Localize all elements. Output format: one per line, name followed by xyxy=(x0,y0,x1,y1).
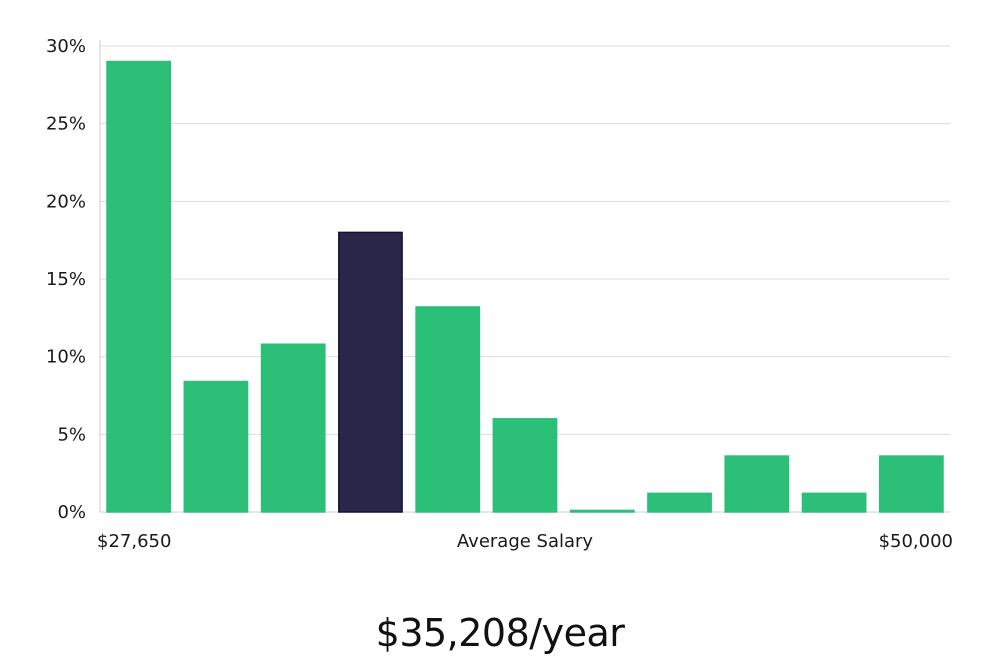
bar xyxy=(260,343,326,513)
bar xyxy=(878,455,944,513)
y-tick-label: 0% xyxy=(57,502,86,523)
bar-highlight xyxy=(338,231,403,513)
bar xyxy=(183,380,249,513)
x-start-label: $27,650 xyxy=(97,531,171,552)
bar xyxy=(492,418,558,513)
x-end-label: $50,000 xyxy=(879,531,953,552)
bar xyxy=(106,60,172,513)
salary-histogram: 0% 5% 10% 15% 20% 25% 30% $27,650 Average Salary… xyxy=(46,36,953,552)
y-tick-label: 15% xyxy=(46,269,86,290)
y-tick-label: 20% xyxy=(46,191,86,212)
y-tick-label: 5% xyxy=(57,424,86,445)
bar xyxy=(724,455,790,513)
bar xyxy=(569,509,635,513)
y-tick-label: 10% xyxy=(46,347,86,368)
bar xyxy=(647,492,712,513)
y-tick-label: 25% xyxy=(46,114,86,135)
chart-svg: 0% 5% 10% 15% 20% 25% 30% $27,650 Average Salary… xyxy=(46,36,953,552)
average-salary-headline: $35,208/year xyxy=(375,611,625,655)
y-tick-label: 30% xyxy=(46,36,86,57)
bar xyxy=(801,492,867,513)
x-axis-title: Average Salary xyxy=(457,531,594,552)
bar xyxy=(415,306,481,513)
